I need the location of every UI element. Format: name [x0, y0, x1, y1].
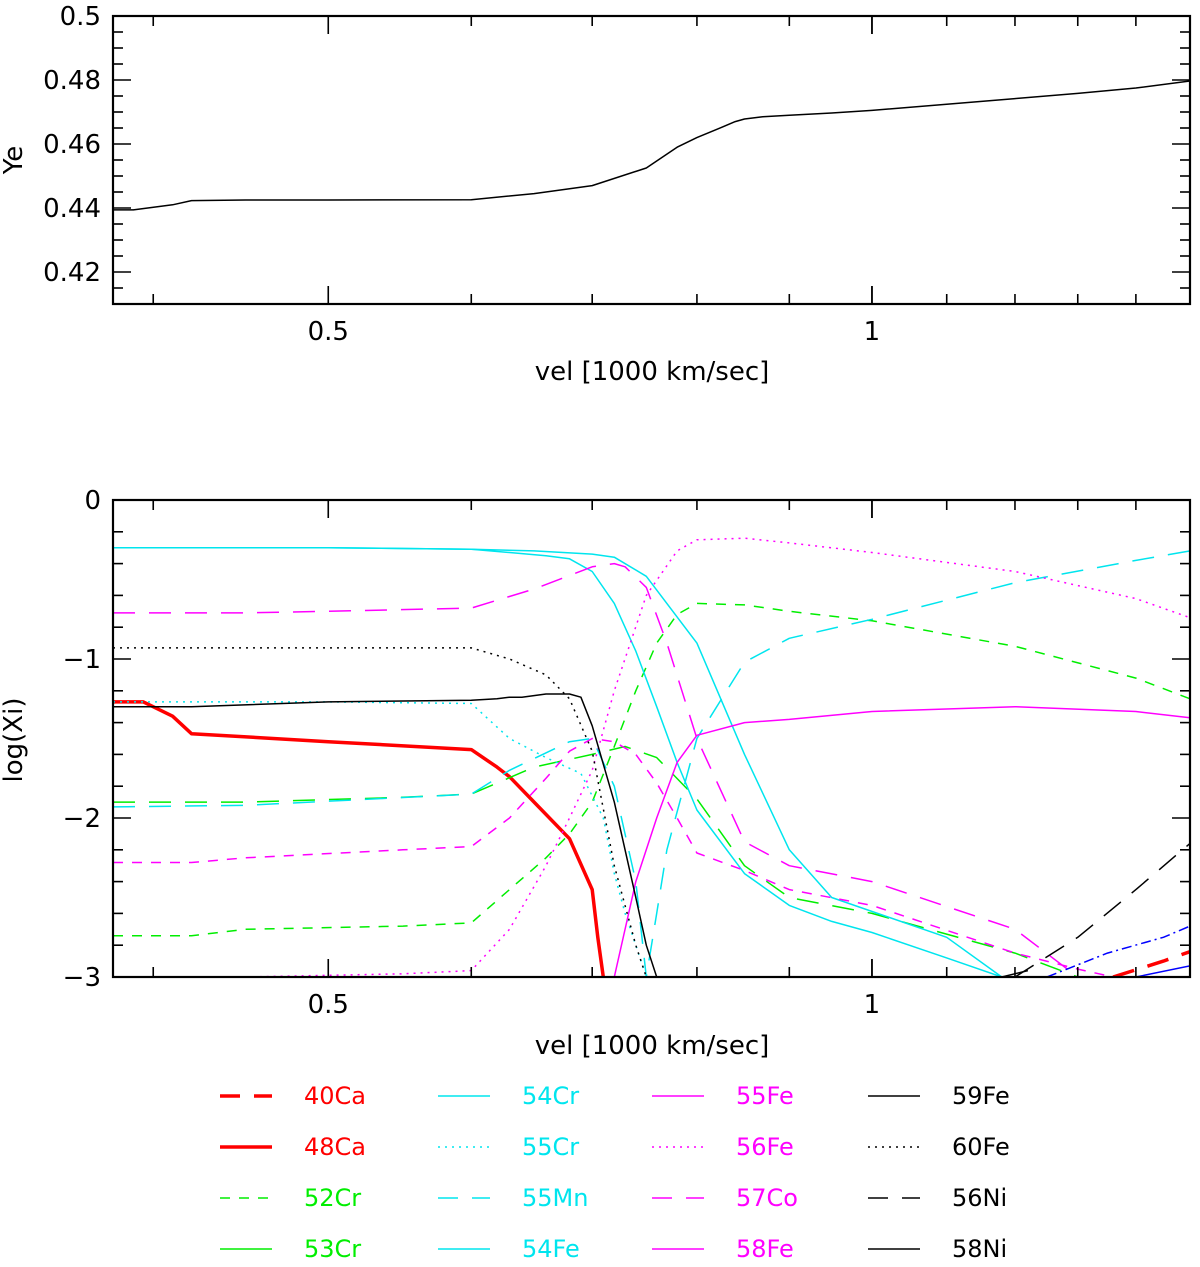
series-53cr-line — [113, 745, 1079, 977]
ye-plot-frame — [111, 14, 1192, 306]
ye-panel: 0.5 1 0.42 0.44 0.46 0.48 0.5 vel [1000 km/sec… — [0, 2, 1192, 387]
x-tick-label: 1 — [864, 317, 881, 347]
abundance-plot-frame — [111, 498, 1192, 979]
legend-label-57co: 57Co — [736, 1184, 798, 1212]
x-tick-label: 0.5 — [308, 317, 349, 347]
x-tick-label: 1 — [864, 990, 881, 1020]
series-52cr-line — [113, 602, 1190, 937]
series-48ca-line — [113, 700, 606, 977]
y-tick-label: −1 — [63, 645, 101, 675]
series-unlabeled-17-line — [1135, 965, 1190, 977]
abundance-series-layer — [113, 537, 1190, 977]
abundance-y-axis-label: log(Xi) — [0, 698, 29, 783]
legend-label-52cr: 52Cr — [304, 1184, 361, 1212]
series-unlabeled-16-line — [1046, 925, 1190, 977]
legend-label-58ni: 58Ni — [952, 1235, 1007, 1263]
series-56fe-line — [245, 537, 1190, 977]
legend-label-59fe: 59Fe — [952, 1082, 1010, 1110]
series-59fe-line — [113, 693, 658, 977]
ye-tick-layer: 0.5 1 0.42 0.44 0.46 0.48 0.5 — [43, 2, 1191, 347]
y-tick-label: 0.46 — [43, 130, 101, 160]
series-54fe-line — [328, 546, 1003, 977]
series-55mn-line — [113, 550, 1190, 977]
y-tick-label: 0 — [84, 486, 101, 516]
abundance-tick-layer: 0.5 1 −3 −2 −1 0 — [63, 486, 1191, 1020]
legend: 40Ca 48Ca 52Cr 53Cr 54Cr 55Cr 55Mn 54Fe 55Fe 56Fe… — [220, 1082, 1010, 1263]
ye-series-layer — [113, 80, 1190, 211]
abundance-panel: 0.5 1 −3 −2 −1 0 vel [1000 km/sec] log(Xi) — [0, 486, 1192, 1061]
y-tick-label: −2 — [63, 804, 101, 834]
legend-label-56fe: 56Fe — [736, 1133, 794, 1161]
y-tick-label: 0.48 — [43, 66, 101, 96]
y-tick-label: 0.44 — [43, 194, 101, 224]
series-58fe-line — [113, 737, 1114, 977]
series-56ni-line — [1014, 842, 1190, 977]
legend-label-53cr: 53Cr — [304, 1235, 361, 1263]
legend-label-60fe: 60Fe — [952, 1133, 1010, 1161]
series-40ca-line — [1112, 949, 1190, 977]
ye-y-axis-label: Ye — [0, 146, 29, 175]
y-tick-label: −3 — [63, 963, 101, 993]
ye-x-axis-label: vel [1000 km/sec] — [535, 357, 770, 387]
legend-label-48ca: 48Ca — [304, 1133, 366, 1161]
series-57co-line — [113, 562, 1079, 977]
legend-label-40ca: 40Ca — [304, 1082, 366, 1110]
abundance-x-axis-label: vel [1000 km/sec] — [535, 1031, 770, 1061]
legend-label-56ni: 56Ni — [952, 1184, 1007, 1212]
legend-label-58fe: 58Fe — [736, 1235, 794, 1263]
legend-label-55cr: 55Cr — [522, 1133, 579, 1161]
legend-label-54cr: 54Cr — [522, 1082, 579, 1110]
series-ye-line — [113, 80, 1190, 211]
x-tick-label: 0.5 — [308, 990, 349, 1020]
legend-label-55mn: 55Mn — [522, 1184, 588, 1212]
y-tick-label: 0.5 — [60, 2, 101, 32]
series-55fe-line — [613, 705, 1190, 977]
legend-label-54fe: 54Fe — [522, 1235, 580, 1263]
y-tick-label: 0.42 — [43, 258, 101, 288]
series-60fe-line — [113, 647, 648, 977]
legend-label-55fe: 55Fe — [736, 1082, 794, 1110]
